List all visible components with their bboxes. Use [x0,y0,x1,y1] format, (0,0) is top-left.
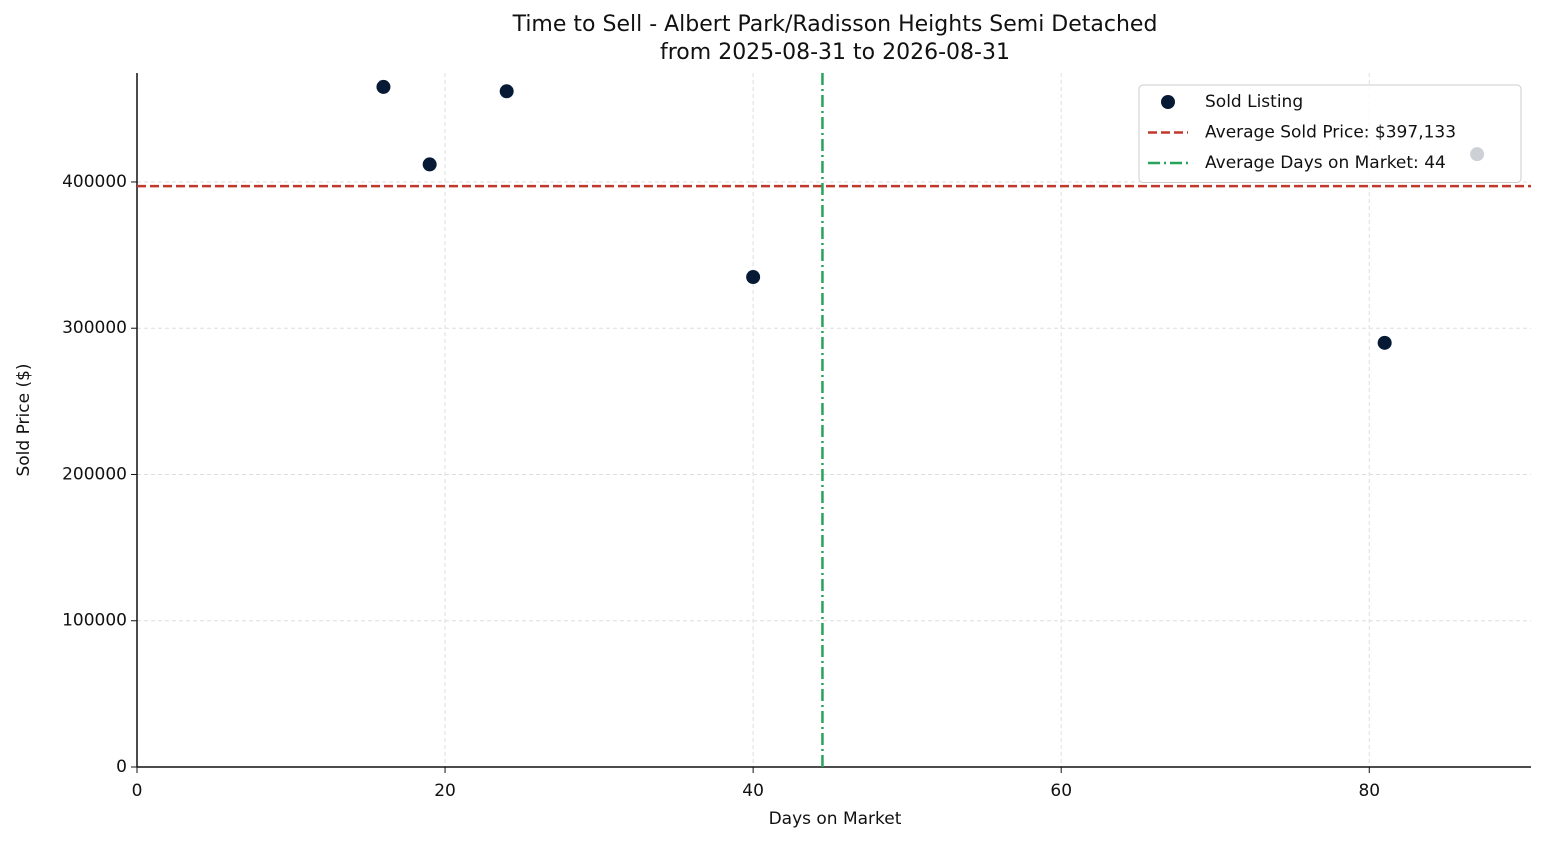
point [746,270,761,285]
chart-subtitle: from 2025-08-31 to 2026-08-31 [660,40,1010,65]
y-tick-label: 0 [116,757,127,777]
x-tick-label: 0 [132,781,143,801]
legend-box [1138,84,1522,183]
y-tick-label: 200000 [62,464,127,484]
point [499,84,514,99]
y-axis-label: Sold Price ($) [14,363,34,476]
x-tick-label: 60 [1050,781,1072,801]
x-tick-label: 40 [742,781,764,801]
x-tick-label: 80 [1358,781,1380,801]
legend-label: Sold Listing [1205,92,1303,112]
chart-title: Time to Sell - Albert Park/Radisson Heig… [512,12,1158,37]
x-tick-label: 20 [434,781,456,801]
x-axis-label: Days on Market [769,809,902,829]
legend-label: Average Sold Price: $397,133 [1205,123,1456,143]
point [422,157,437,172]
legend-marker [1161,95,1175,109]
legend-label: Average Days on Market: 44 [1205,153,1446,173]
point [376,79,391,94]
y-tick-label: 300000 [62,318,127,338]
y-tick-label: 100000 [62,611,127,631]
y-tick-label: 400000 [62,172,127,192]
point [1377,335,1392,350]
